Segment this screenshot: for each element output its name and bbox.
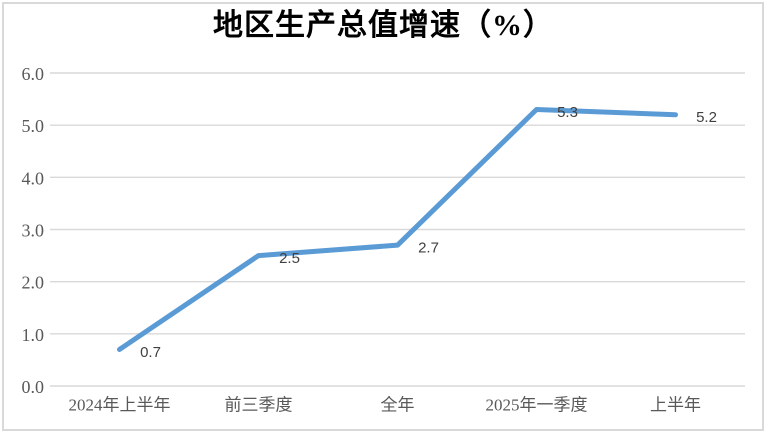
y-axis-tick-label: 2.0 (22, 273, 45, 293)
data-point-label: 2.5 (279, 250, 300, 267)
y-axis-tick-label: 0.0 (22, 377, 45, 397)
y-axis-tick-label: 5.0 (22, 116, 45, 136)
y-axis-tick-label: 3.0 (22, 221, 45, 241)
x-axis-category-label: 2024年上半年 (69, 396, 171, 415)
x-axis-category-label: 全年 (381, 396, 415, 415)
chart-title: 地区生产总值增速（%） (213, 9, 554, 42)
x-axis-category-label: 前三季度 (225, 396, 293, 415)
y-axis-tick-label: 1.0 (22, 325, 45, 345)
data-point-label: 5.2 (696, 109, 717, 126)
data-point-label: 2.7 (418, 240, 439, 257)
data-point-label: 0.7 (140, 344, 161, 361)
data-point-label: 5.3 (557, 104, 578, 121)
y-axis-tick-label: 6.0 (22, 64, 45, 84)
x-axis-category-label: 上半年 (650, 396, 701, 415)
x-axis-category-label: 2025年一季度 (486, 396, 588, 415)
data-series-line (117, 107, 678, 352)
y-axis-tick-label: 4.0 (22, 168, 45, 188)
